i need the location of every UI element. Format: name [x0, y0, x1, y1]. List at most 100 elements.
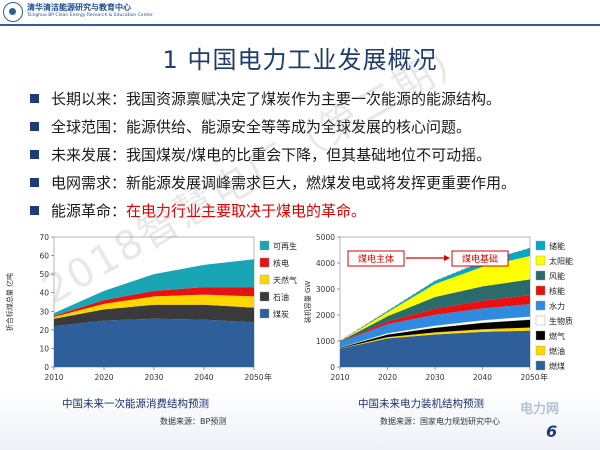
y-tick-label: 0: [44, 363, 49, 372]
legend-swatch: [259, 308, 270, 319]
chart-caption-right: 中国未来电力装机结构预测: [358, 398, 484, 410]
bullet-square-icon: [30, 178, 39, 187]
legend-swatch: [259, 291, 270, 302]
legend-label: 煤炭: [273, 309, 289, 319]
bullet-text: 我国煤炭/煤电的比重会下降，但其基础地位不可动摇。: [126, 146, 492, 164]
area-series-煤炭: [54, 318, 254, 367]
y-tick-label: 50: [39, 270, 49, 279]
x-tick-label: 2040: [194, 373, 213, 382]
legend-label: 核电: [273, 258, 289, 268]
page-number: 6: [546, 422, 558, 441]
legend-swatch: [535, 270, 546, 281]
header-rule: [0, 24, 600, 26]
bullet-text: 我国资源禀赋决定了煤炭作为主要一次能源的能源结构。: [126, 90, 502, 108]
bullet-label: 能源革命：: [51, 202, 127, 220]
y-tick-label: 2000: [316, 311, 335, 320]
bullet-label: 电网需求：: [51, 174, 127, 192]
legend-swatch: [535, 315, 546, 326]
bullet-square-icon: [30, 122, 39, 131]
area-series-燃油: [340, 327, 530, 349]
area-series-水力: [340, 304, 530, 348]
x-tick-label: 2030: [144, 373, 163, 382]
bullet-label: 未来发展：: [51, 146, 127, 164]
legend-label: 天然气: [273, 275, 297, 285]
org-name-en: Tsinghua BP Clean Energy Research & Educ…: [27, 13, 153, 18]
area-series-太阳能: [340, 255, 530, 342]
legend-swatch: [259, 257, 270, 268]
area-series-核电: [54, 287, 254, 317]
bullet-text: 在电力行业主要取决于煤电的革命。: [126, 202, 367, 220]
x-tick-label: 2020: [378, 373, 397, 382]
legend-swatch: [535, 360, 546, 371]
university-logo: [3, 2, 23, 22]
org-name: 清华清洁能源研究与教育中心: [27, 3, 131, 12]
bullet-label: 长期以来：: [51, 90, 127, 108]
legend-label: 燃气: [549, 331, 565, 341]
y-tick-label: 30: [39, 307, 49, 316]
y-tick-label: 60: [39, 252, 49, 261]
area-series-核能: [340, 294, 530, 343]
x-tick-label: 2030: [425, 373, 444, 382]
chart-caption-left: 中国未来一次能源消费结构预测: [62, 398, 209, 410]
legend-label: 太阳能: [549, 256, 573, 266]
area-series-风能: [340, 279, 530, 343]
annotation-coal-main: 煤电主体: [358, 253, 394, 265]
area-series-天然气: [54, 294, 254, 319]
legend-swatch: [535, 255, 546, 266]
legend-label: 石油: [273, 292, 289, 302]
y-axis-label: 折合标煤总量 亿吨: [5, 273, 14, 331]
legend-label: 生物质: [549, 316, 573, 326]
legend-label: 可再生: [273, 241, 297, 251]
bullet-text: 新能源发展调峰需求巨大，燃煤发电或将发挥更重要作用。: [126, 174, 517, 192]
x-axis-label: 年: [264, 372, 272, 382]
x-tick-label: 2010: [330, 373, 349, 382]
x-tick-label: 2020: [94, 373, 113, 382]
area-series-燃气: [340, 319, 530, 349]
legend-label: 燃煤: [549, 361, 565, 371]
chart-source-right: 数据来源：国家电力规划研究中心: [380, 417, 500, 426]
legend-swatch: [535, 345, 546, 356]
annotation-box: [451, 250, 509, 267]
x-tick-label: 2010: [44, 373, 63, 382]
bullet-item: 全球范围：能源供给、能源安全等等成为全球发展的核心问题。: [30, 116, 590, 144]
area-series-燃煤: [340, 330, 530, 367]
y-tick-label: 10: [39, 344, 49, 353]
y-tick-label: 70: [39, 233, 49, 242]
bullet-square-icon: [30, 94, 39, 103]
x-tick-label: 2050: [520, 373, 539, 382]
area-series-储能: [340, 248, 530, 342]
area-series-石油: [54, 304, 254, 327]
legend-swatch: [535, 300, 546, 311]
x-tick-label: 2050: [244, 373, 263, 382]
legend-label: 核能: [549, 286, 565, 296]
y-tick-label: 5000: [316, 233, 335, 242]
legend-swatch: [535, 240, 546, 251]
corner-logo: 电力网: [520, 402, 560, 417]
x-tick-label: 2040: [473, 373, 492, 382]
legend-label: 燃油: [549, 346, 565, 356]
header-bar: 清华清洁能源研究与教育中心 Tsinghua BP Clean Energy R…: [0, 0, 600, 26]
bullet-square-icon: [30, 150, 39, 159]
legend-swatch: [259, 274, 270, 285]
y-tick-label: 1000: [316, 337, 335, 346]
legend-label: 储能: [549, 241, 565, 251]
legend-label: 风能: [549, 271, 565, 281]
bullet-item: 未来发展：我国煤炭/煤电的比重会下降，但其基础地位不可动摇。: [30, 144, 590, 172]
page-title: 1 中国电力工业发展概况: [162, 46, 438, 74]
chart-source-left: 数据来源：BP预测: [160, 417, 227, 426]
annotation-box: [347, 250, 405, 267]
bullet-text: 能源供给、能源安全等等成为全球发展的核心问题。: [126, 118, 472, 136]
y-tick-label: 3000: [316, 285, 335, 294]
y-axis-label: 装机容量 GW: [303, 281, 312, 324]
area-series-可再生: [54, 259, 254, 316]
bullet-item: 电网需求：新能源发展调峰需求巨大，燃煤发电或将发挥更重要作用。: [30, 172, 590, 200]
y-tick-label: 20: [39, 326, 49, 335]
legend-swatch: [535, 330, 546, 341]
legend-swatch: [259, 240, 270, 251]
bullet-square-icon: [30, 206, 39, 215]
legend-label: 水力: [549, 301, 565, 311]
y-tick-label: 4000: [316, 259, 335, 268]
bullet-item: 长期以来：我国资源禀赋决定了煤炭作为主要一次能源的能源结构。: [30, 88, 590, 116]
arrow-head-icon: [444, 255, 450, 261]
